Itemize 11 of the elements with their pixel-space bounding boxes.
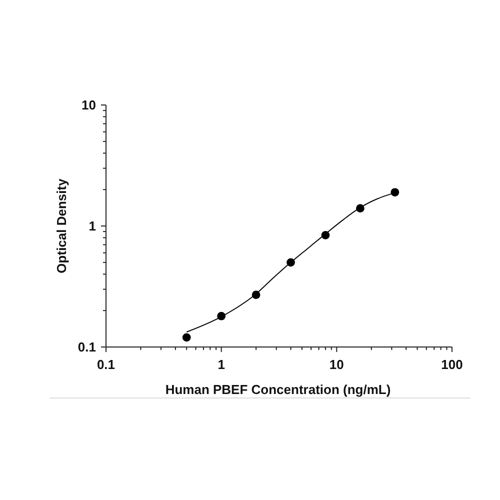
y-tick-label: 1 <box>88 218 96 234</box>
y-tick-label: 0.1 <box>78 340 96 355</box>
y-axis-title: Optical Density <box>54 178 69 274</box>
x-axis-title: Human PBEF Concentration (ng/mL) <box>165 382 391 397</box>
x-tick-label: 0.1 <box>96 357 116 372</box>
y-tick-label: 10 <box>82 98 96 113</box>
point <box>390 188 400 196</box>
x-tick-label: 100 <box>441 357 463 372</box>
x-tick-label: 1 <box>218 357 225 372</box>
x-tick-label: 10 <box>329 357 344 372</box>
point <box>182 333 191 342</box>
